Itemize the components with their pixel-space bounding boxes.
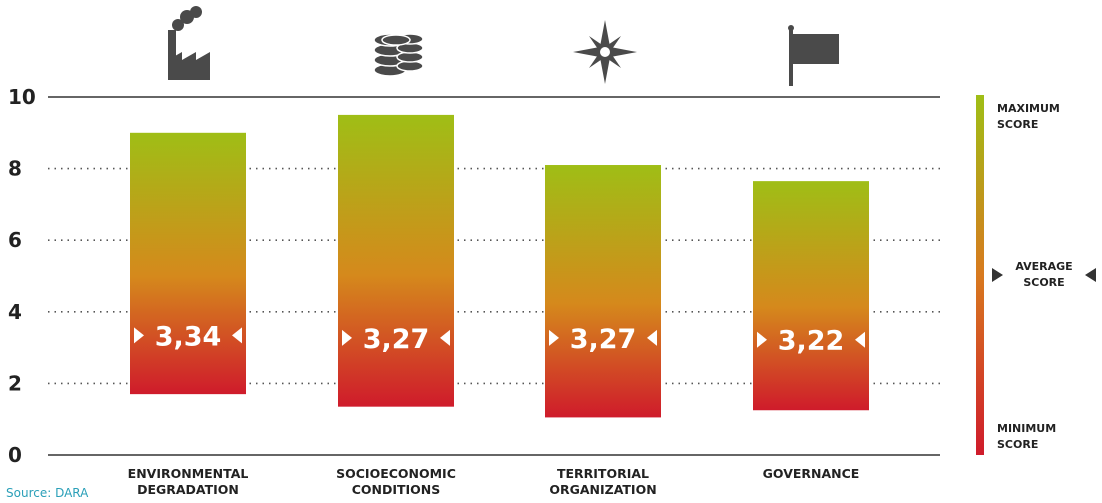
- y-tick-label: 10: [8, 85, 36, 109]
- source-label: Source: DARA: [6, 486, 89, 500]
- average-marker-left: [757, 331, 767, 348]
- grid: [48, 96, 940, 456]
- legend-average-marker-right: [1085, 268, 1096, 282]
- x-axis-categories: ENVIRONMENTAL DEGRADATION SOCIOECONOMIC CON…: [128, 466, 860, 497]
- bar-value-label: 3,27: [570, 324, 637, 355]
- bar-3: [545, 165, 661, 418]
- y-axis-ticks: 0 2 4 6 8 10: [8, 85, 36, 467]
- bar-value-label: 3,34: [155, 321, 222, 352]
- x-category-label: GOVERNANCE: [763, 466, 860, 481]
- y-tick-label: 6: [8, 228, 22, 252]
- icons: [168, 6, 839, 86]
- average-marker-left: [549, 329, 559, 346]
- bar-4: [753, 181, 869, 411]
- average-marker-left: [134, 327, 144, 344]
- compass-rose-icon: [573, 20, 637, 84]
- y-tick-label: 8: [8, 157, 22, 181]
- x-category-label: ENVIRONMENTAL DEGRADATION: [128, 466, 249, 497]
- legend-min-label: MINIMUM SCORE: [997, 422, 1056, 451]
- legend-average-marker-left: [992, 268, 1003, 282]
- bars: 3,34 3,27 3,27 3,22: [130, 114, 869, 418]
- x-category-label: SOCIOECONOMIC CONDITIONS: [336, 466, 456, 497]
- bar-value-label: 3,27: [363, 324, 430, 355]
- y-tick-label: 0: [8, 443, 22, 467]
- average-marker-right: [232, 327, 242, 344]
- legend: MAXIMUM SCORE AVERAGE SCORE MINIMUM SCORE: [976, 95, 1096, 455]
- legend-average-label: AVERAGE SCORE: [1015, 260, 1072, 289]
- y-tick-label: 4: [8, 300, 22, 324]
- legend-max-label: MAXIMUM SCORE: [997, 102, 1060, 131]
- average-marker-right: [647, 329, 657, 346]
- bar-2: [338, 114, 454, 407]
- legend-gradient-bar: [976, 95, 984, 455]
- average-marker-right: [855, 331, 865, 348]
- flag-icon: [788, 25, 839, 86]
- factory-icon: [168, 6, 210, 80]
- coins-icon: [373, 33, 424, 77]
- bar-1: [130, 132, 246, 395]
- x-category-label: TERRITORIAL ORGANIZATION: [549, 466, 656, 497]
- bar-value-label: 3,22: [778, 326, 845, 357]
- average-marker-right: [440, 329, 450, 346]
- average-marker-left: [342, 329, 352, 346]
- y-tick-label: 2: [8, 371, 22, 395]
